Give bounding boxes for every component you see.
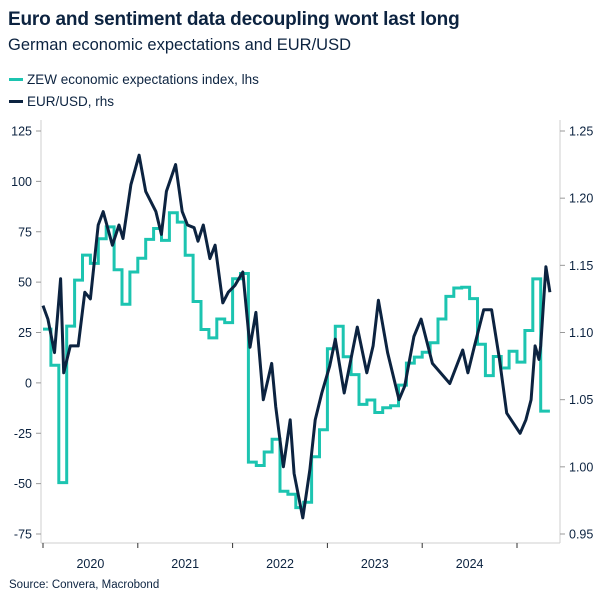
left-tick-label: -75 bbox=[14, 528, 32, 542]
legend-label-zew: ZEW economic expectations index, lhs bbox=[27, 72, 259, 87]
right-tick-label: 1.20 bbox=[569, 192, 593, 206]
left-tick-label: -25 bbox=[14, 427, 32, 441]
chart-title: Euro and sentiment data decoupling wont … bbox=[8, 9, 460, 30]
legend-swatch-zew bbox=[9, 78, 23, 81]
right-tick-label: 1.05 bbox=[569, 393, 593, 407]
left-tick-label: 125 bbox=[11, 125, 32, 139]
x-tick-label: 2020 bbox=[76, 557, 104, 571]
zew-series-line bbox=[43, 211, 550, 510]
left-tick-label: 50 bbox=[18, 276, 32, 290]
right-tick-label: 1.10 bbox=[569, 326, 593, 340]
source-note: Source: Convera, Macrobond bbox=[9, 579, 160, 591]
chart-subtitle: German economic expectations and EUR/USD bbox=[8, 36, 351, 54]
x-tick-label: 2022 bbox=[266, 557, 294, 571]
legend-swatch-eurusd bbox=[9, 100, 23, 103]
eurusd-series-line bbox=[41, 153, 552, 520]
x-tick-label: 2021 bbox=[171, 557, 199, 571]
left-tick-label: 75 bbox=[18, 225, 32, 239]
left-tick-label: 0 bbox=[25, 376, 32, 390]
left-tick-label: 25 bbox=[18, 326, 32, 340]
legend-item-eurusd: EUR/USD, rhs bbox=[9, 94, 114, 109]
right-tick-label: 1.25 bbox=[569, 125, 593, 139]
right-tick-label: 1.15 bbox=[569, 259, 593, 273]
right-tick-label: 0.95 bbox=[569, 528, 593, 542]
right-tick-label: 1.00 bbox=[569, 460, 593, 474]
x-tick-label: 2024 bbox=[456, 557, 484, 571]
left-tick-label: 100 bbox=[11, 175, 32, 189]
left-tick-label: -50 bbox=[14, 477, 32, 491]
x-tick-label: 2023 bbox=[361, 557, 389, 571]
legend-label-eurusd: EUR/USD, rhs bbox=[27, 94, 115, 109]
legend-item-zew: ZEW economic expectations index, lhs bbox=[9, 72, 259, 87]
